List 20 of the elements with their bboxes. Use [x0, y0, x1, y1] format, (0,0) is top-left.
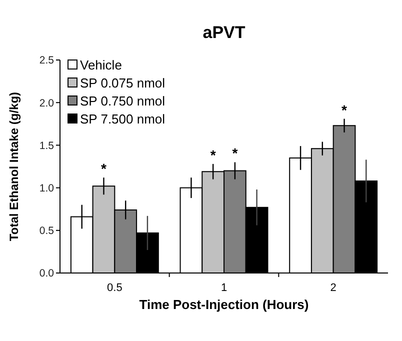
- x-tick-label: 0.5: [107, 282, 122, 294]
- x-axis-title: Time Post-Injection (Hours): [139, 297, 309, 312]
- y-tick-label: 2.0: [39, 97, 54, 110]
- annotation: *: [210, 146, 216, 163]
- y-tick-label: 2.5: [39, 54, 54, 67]
- x-tick-label: 1: [220, 282, 228, 294]
- y-tick-label: 0.0: [39, 268, 54, 280]
- annotation: *: [101, 160, 108, 177]
- legend-label: SP 0.075 nmol: [80, 76, 166, 91]
- legend-label: Vehicle: [80, 58, 122, 73]
- annotation: *: [232, 145, 238, 162]
- y-axis-title: Total Ethanol Intake (g/kg): [7, 92, 21, 242]
- legend-label: SP 7.500 nmol: [80, 112, 166, 127]
- x-tick-label: 2: [330, 282, 336, 294]
- y-tick-label: 1.0: [39, 182, 54, 194]
- y-tick-label: 1.5: [39, 140, 54, 152]
- chart-title: aPVT: [202, 23, 246, 42]
- legend-label: SP 0.750 nmol: [80, 94, 166, 109]
- y-tick-label: 0.5: [39, 225, 54, 238]
- annotation: *: [342, 102, 348, 118]
